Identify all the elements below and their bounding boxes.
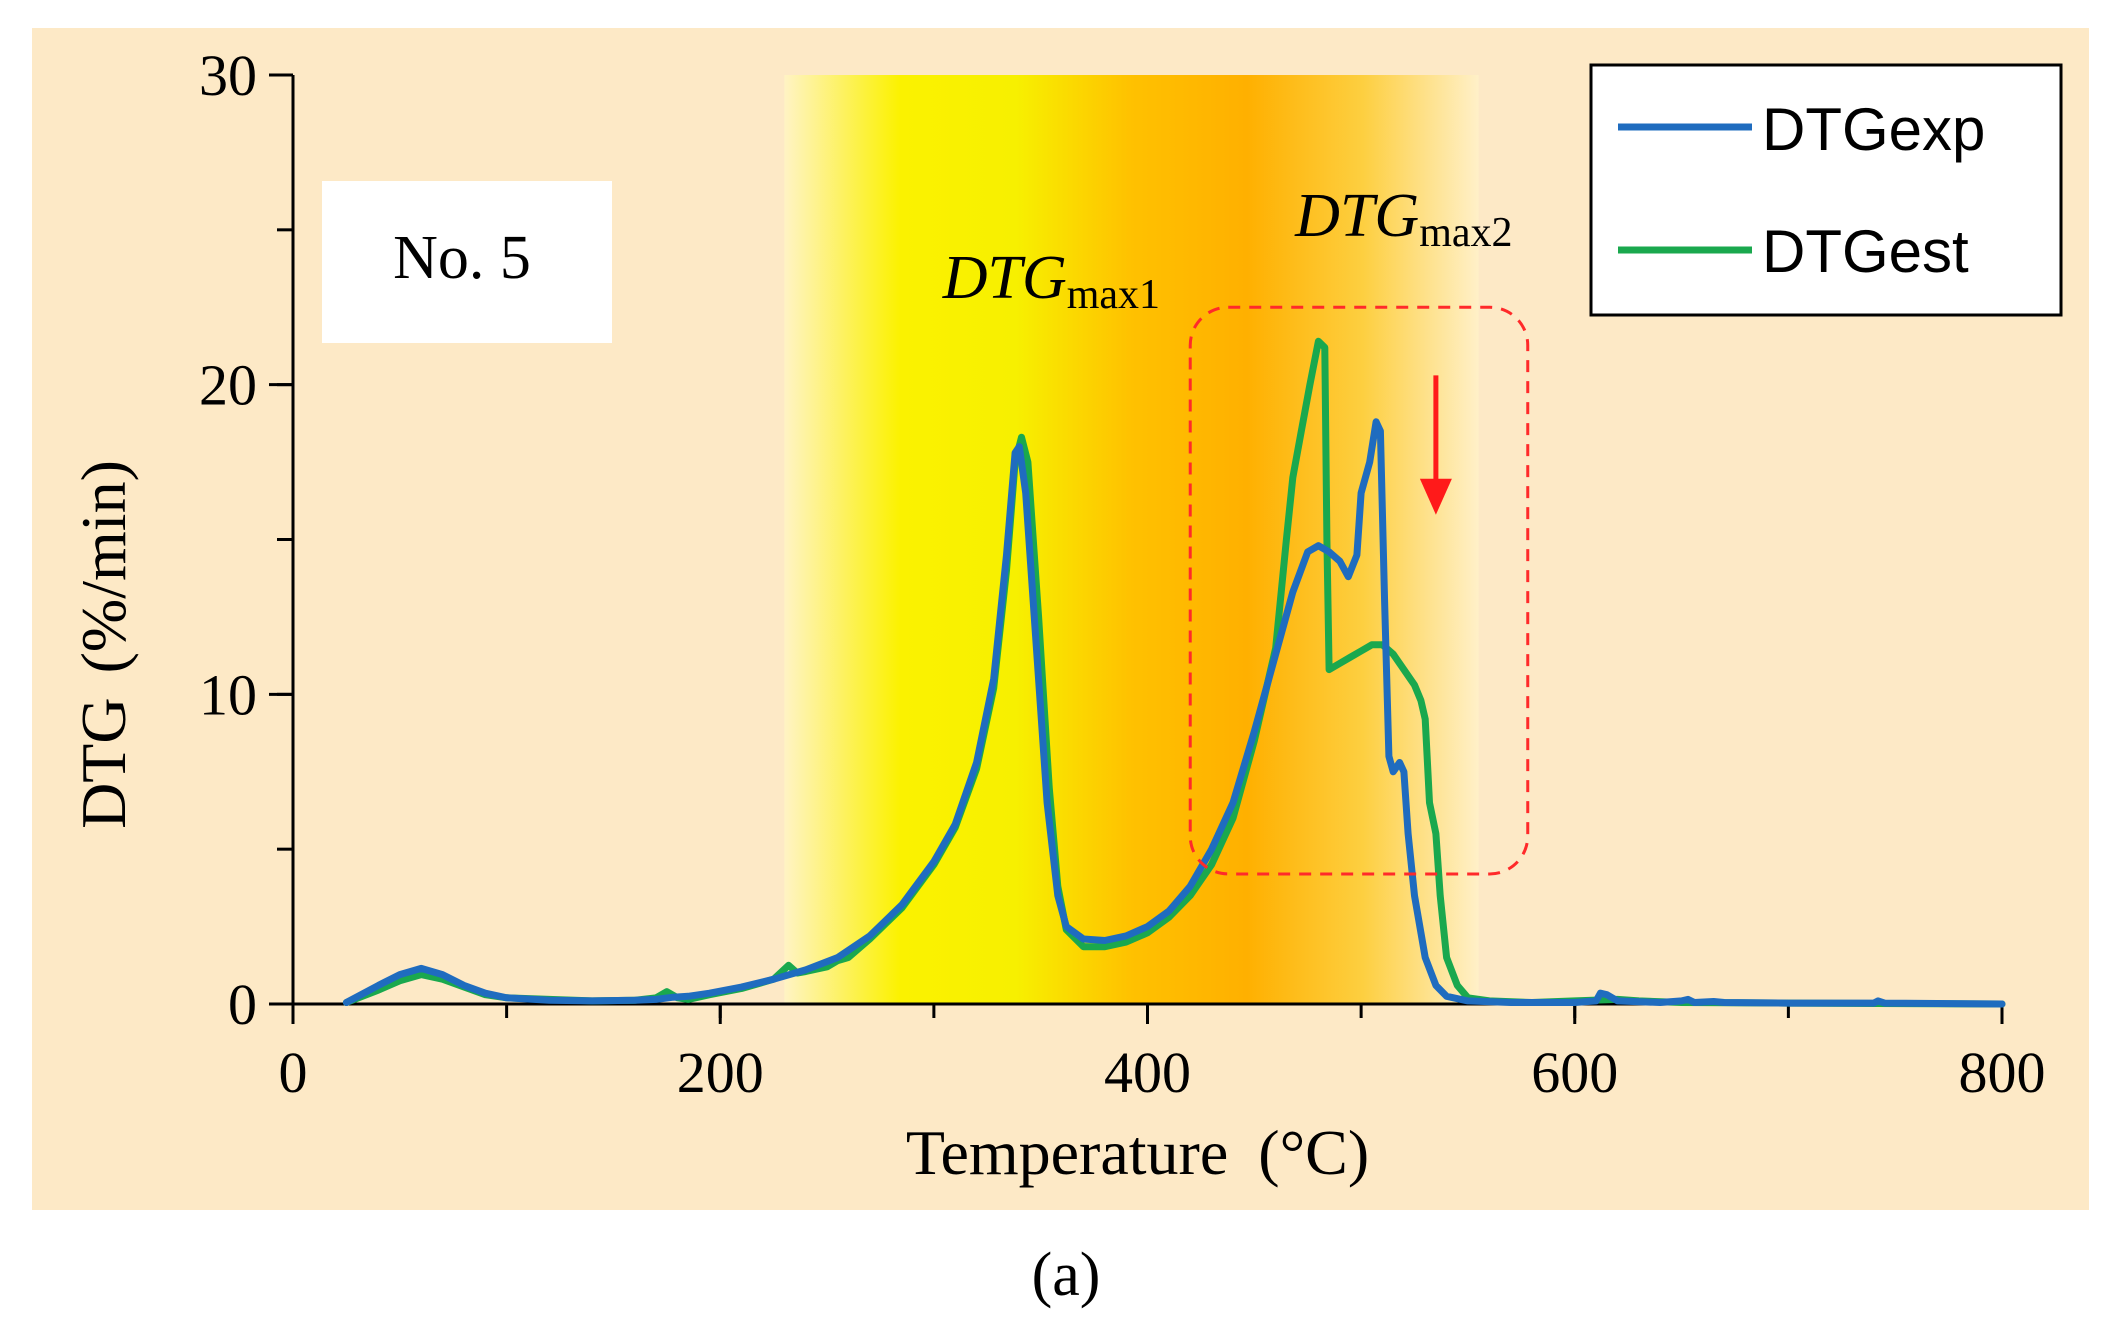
x-ticks: 0 200 400 600 800 [279, 1004, 2046, 1105]
y-tick-label: 10 [199, 662, 257, 727]
y-axis-title: DTG (%/min) [68, 460, 139, 829]
arrow-head [1419, 478, 1452, 515]
annotation-dtg-max1-main: DTG [942, 244, 1067, 312]
y-tick-label: 20 [199, 353, 257, 418]
x-tick-label: 0 [279, 1040, 308, 1105]
annotation-dtg-max2: DTGmax2 [1294, 182, 1512, 256]
highlight-box [1188, 305, 1530, 876]
annotation-dtg-max2-main: DTG [1294, 182, 1419, 250]
sample-label: No. 5 [393, 224, 531, 292]
annotation-dtg-max1-sub: max1 [1067, 272, 1160, 318]
legend-label-dtgexp: DTGexp [1762, 96, 1985, 163]
y-tick-label: 0 [228, 972, 257, 1037]
x-axis-title: Temperature (°C) [906, 1117, 1369, 1188]
x-axis-title-main: Temperature [906, 1117, 1228, 1188]
y-axis-title-main: DTG [68, 697, 139, 829]
temperature-band [784, 75, 1479, 1004]
x-tick-label: 200 [677, 1040, 764, 1105]
x-axis-title-unit: (°C) [1258, 1117, 1369, 1188]
series-line-dtgexp [342, 418, 2006, 1008]
annotation-dtg-max1: DTGmax1 [942, 244, 1160, 318]
y-axis-title-unit: (%/min) [68, 460, 139, 673]
x-tick-label: 400 [1104, 1040, 1191, 1105]
y-ticks: 0 10 20 30 [199, 43, 293, 1037]
legend: DTGexp DTGest [1589, 63, 2063, 317]
legend-label-dtgest: DTGest [1762, 218, 1969, 285]
sample-label-box: No. 5 [322, 181, 612, 343]
x-tick-label: 600 [1531, 1040, 1618, 1105]
y-tick-label: 30 [199, 43, 257, 108]
figure-caption: (a) [1032, 1241, 1101, 1309]
x-tick-label: 800 [1959, 1040, 2046, 1105]
annotation-dtg-max2-sub: max2 [1419, 210, 1512, 256]
series-lines [342, 337, 2006, 1008]
